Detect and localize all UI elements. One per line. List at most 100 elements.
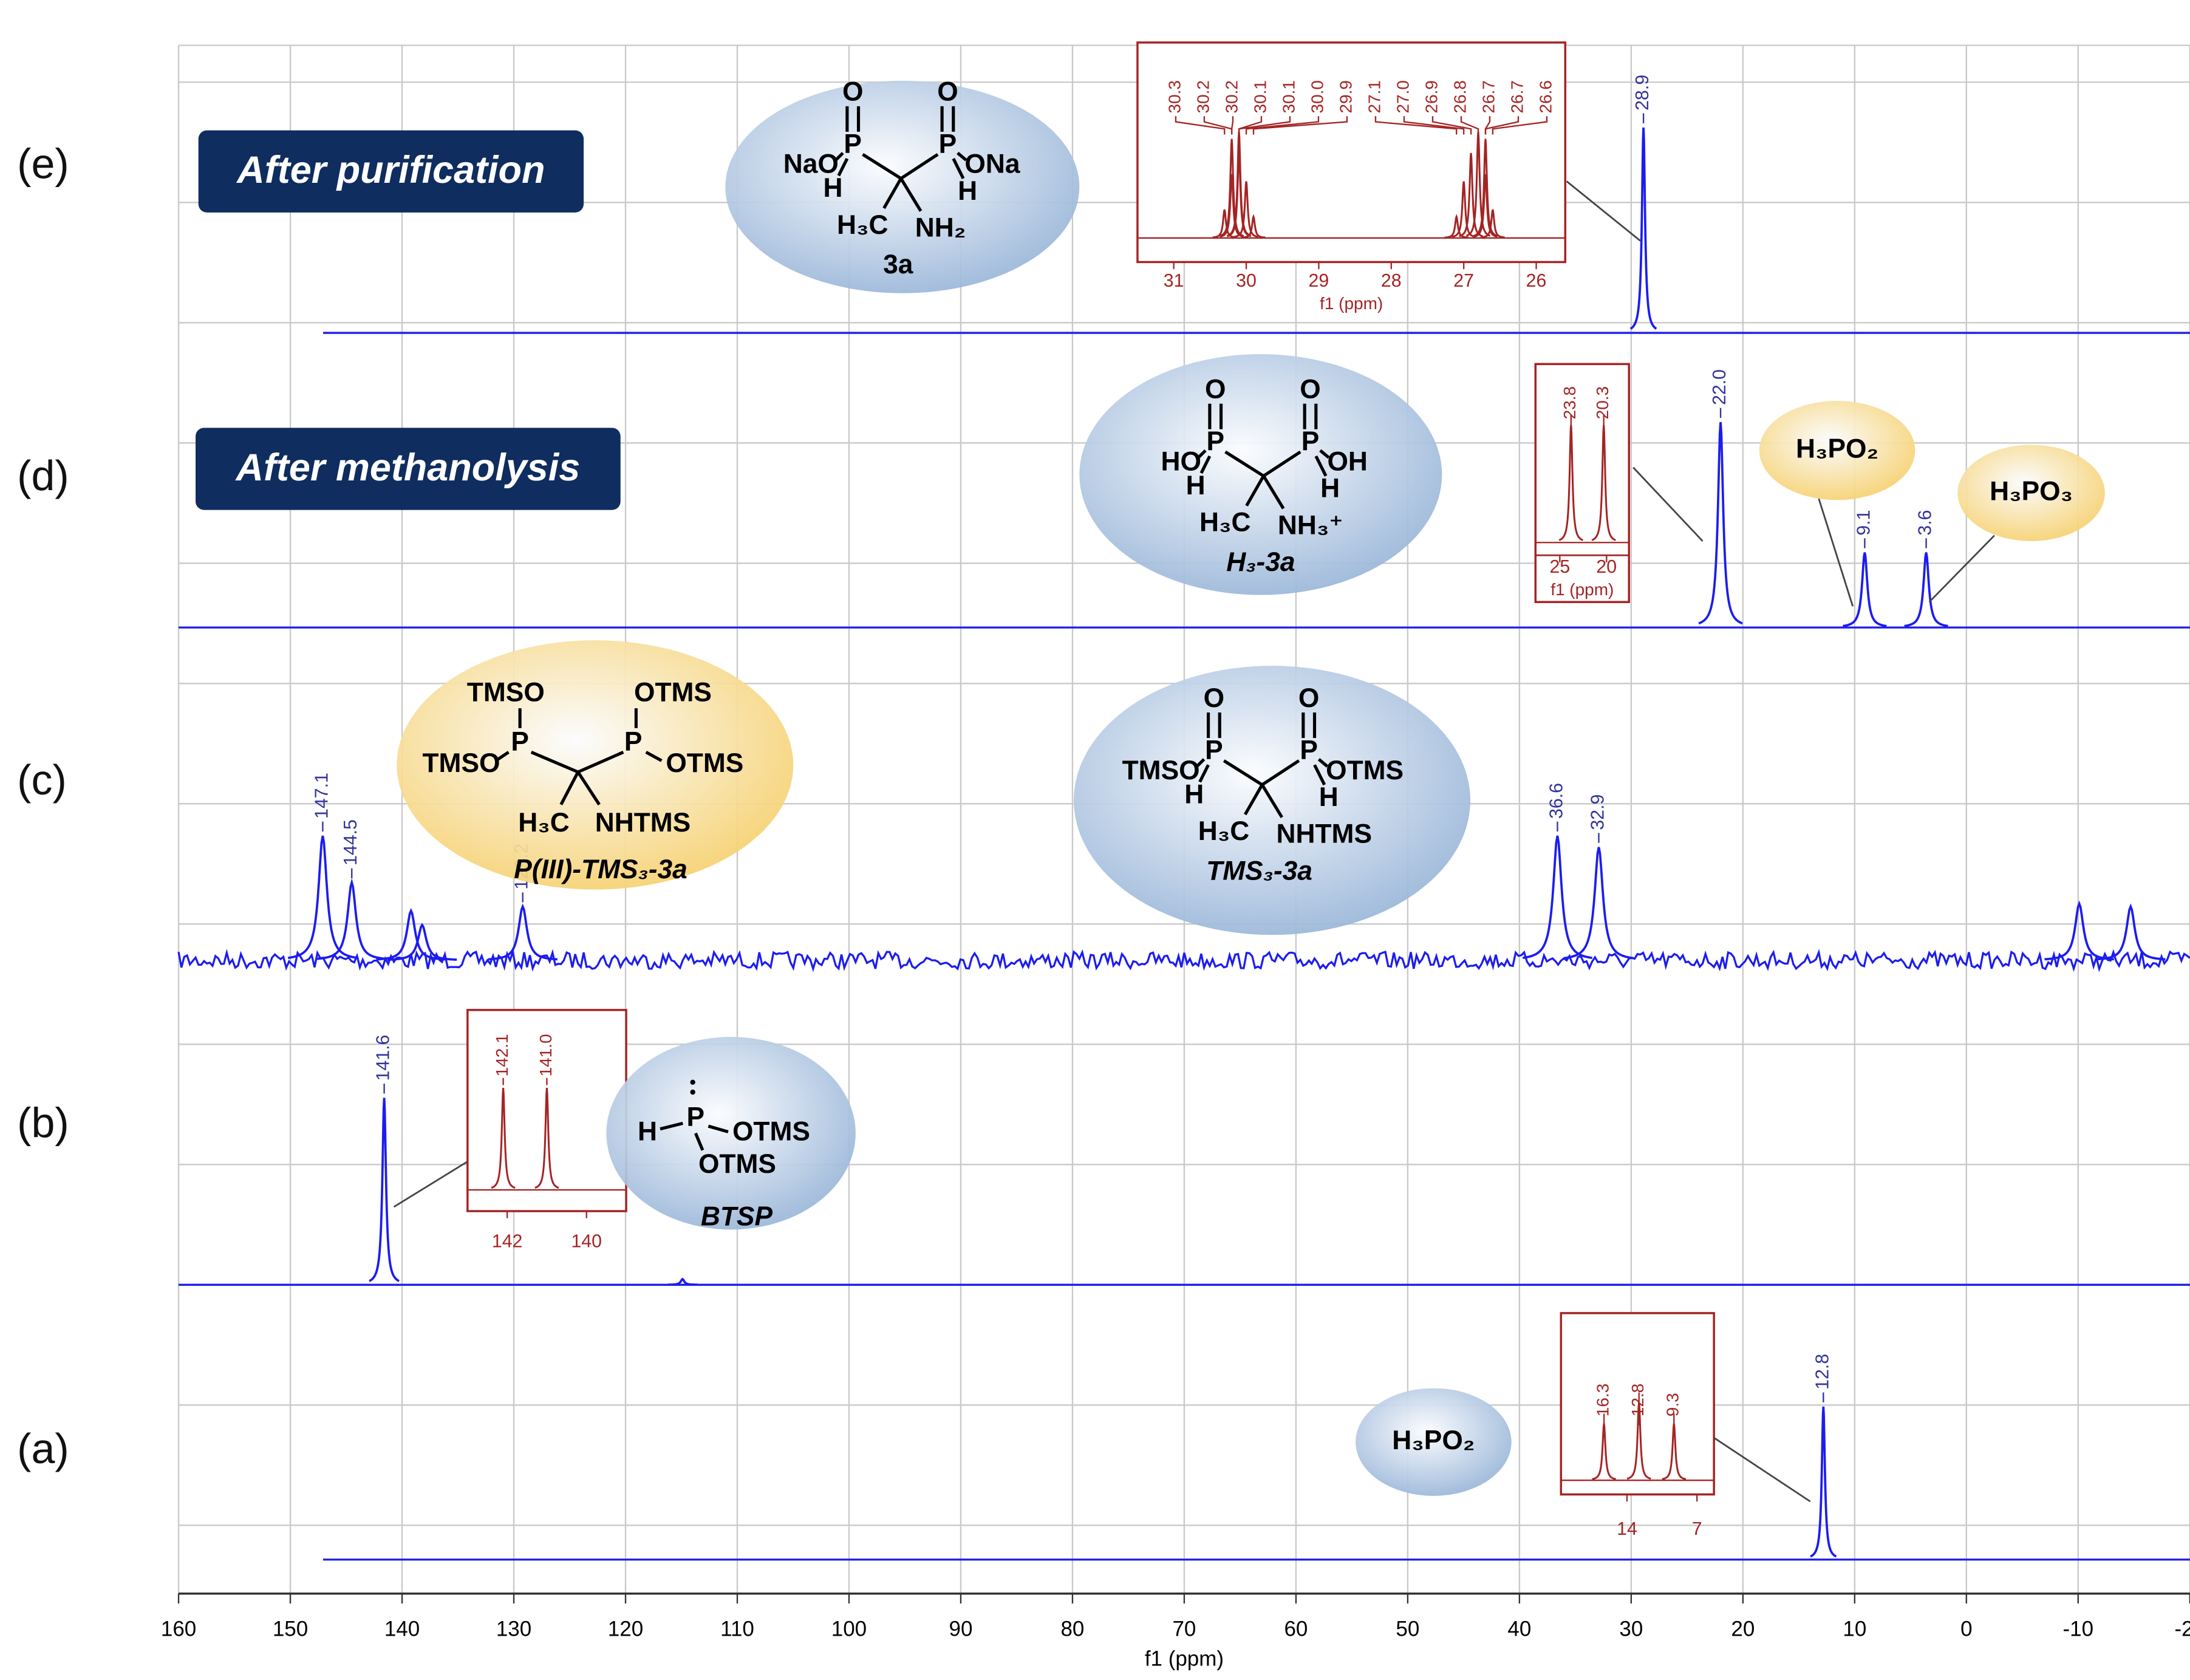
compound-name: 3a — [883, 250, 913, 279]
inset-frame — [1534, 363, 1630, 603]
inset-peak-label: 27.1 — [1365, 80, 1383, 113]
inset-tick-label: 29 — [1309, 271, 1329, 291]
peak — [1904, 552, 1948, 627]
inset-peak-leader — [1431, 116, 1472, 135]
bond — [1313, 764, 1326, 786]
inset-tick-label: 31 — [1164, 271, 1184, 291]
inset-peak-label: 30.1 — [1279, 80, 1298, 113]
atom-label: P — [624, 727, 643, 757]
inset-peak-label: 30.1 — [1250, 80, 1269, 113]
x-tick-label: 60 — [1284, 1617, 1308, 1641]
atom-label: H — [1319, 782, 1339, 812]
bond — [899, 177, 923, 212]
peak — [1698, 422, 1743, 625]
atom-label: H₃PO₃ — [1990, 476, 2073, 506]
inset-frame — [1560, 1312, 1715, 1496]
x-tick-label: 80 — [1060, 1617, 1084, 1641]
inset-tick-label: 20 — [1596, 557, 1617, 577]
inset-peak-leader — [1230, 116, 1234, 135]
peak — [316, 878, 387, 960]
baseline — [177, 948, 2190, 972]
x-tick-label: 150 — [273, 1617, 308, 1641]
panel-label: (d) — [17, 452, 69, 499]
atom-label: H₃PO₂ — [1392, 1426, 1475, 1455]
bond — [577, 751, 624, 774]
x-tick-label: 30 — [1619, 1617, 1643, 1641]
atom-label: P — [687, 1102, 705, 1132]
inset-tick-label: 28 — [1381, 271, 1402, 291]
bond — [952, 158, 965, 180]
x-tick-label: -10 — [2063, 1617, 2094, 1641]
atom-label: NH₃⁺ — [1278, 510, 1343, 540]
panel-label: (a) — [17, 1425, 69, 1472]
bond — [1196, 758, 1206, 768]
structure-background — [1759, 401, 1915, 500]
peak-label: 12.8 — [1812, 1354, 1832, 1390]
inset-peak-label: 26.7 — [1507, 80, 1526, 113]
compound-name: TMS₃-3a — [1206, 856, 1312, 886]
structure-background — [1356, 1388, 1512, 1496]
bond — [1223, 759, 1263, 787]
atom-label: OTMS — [666, 748, 743, 778]
x-tick-label: 50 — [1396, 1617, 1419, 1641]
inset-peak — [1444, 214, 1469, 239]
inset-peak-label: 30.0 — [1308, 80, 1326, 113]
structure-background — [1957, 445, 2105, 541]
atom-label: P — [1301, 427, 1320, 457]
leader-line — [1632, 466, 1704, 542]
atom-label: O — [842, 77, 863, 107]
atom-label: O — [1204, 683, 1224, 713]
bond — [576, 771, 601, 806]
inset-peak — [1451, 181, 1476, 238]
inset-peak — [1481, 209, 1505, 239]
bond — [1198, 764, 1210, 783]
inset-peak-leader — [1492, 116, 1548, 135]
atom-label: NHTMS — [595, 808, 691, 838]
inset-peak-label: 9.3 — [1663, 1393, 1682, 1416]
bond — [559, 771, 580, 805]
bond — [660, 1121, 683, 1131]
atom-label: H₃C — [837, 210, 888, 240]
atom-label: P — [1205, 736, 1223, 765]
inset-peak-leader — [1175, 116, 1226, 135]
panel-label: (e) — [17, 140, 69, 188]
bond — [1263, 450, 1301, 477]
inset-axis-label: f1 (ppm) — [1550, 580, 1614, 599]
banner — [198, 130, 584, 213]
atom-label: O — [1300, 374, 1320, 404]
peak-label: 36.6 — [1546, 783, 1566, 819]
peak-label: 3.6 — [1915, 510, 1936, 535]
atom-label: H — [1186, 471, 1206, 500]
peak-label: 22.0 — [1710, 369, 1730, 405]
x-tick-label: 160 — [161, 1617, 196, 1641]
inset-peak — [1212, 209, 1237, 239]
banner — [196, 428, 621, 510]
atom-label: H₃PO₂ — [1796, 434, 1878, 463]
inset-peak — [1473, 174, 1498, 238]
atom-label: OTMS — [634, 677, 712, 707]
peak — [369, 1098, 400, 1282]
inset-tick-label: 142 — [492, 1231, 523, 1251]
compound-name: H₃-3a — [1226, 547, 1295, 577]
leader-line — [1566, 180, 1641, 242]
inset-tick-label: 7 — [1692, 1519, 1702, 1539]
inset-peak-label: 26.6 — [1536, 80, 1555, 113]
leader-line — [1713, 1437, 1811, 1503]
atom-label: H₃C — [1198, 816, 1249, 846]
inset-peak-label: 142.1 — [493, 1034, 511, 1076]
lone-pair — [690, 1079, 695, 1085]
bond — [530, 751, 579, 774]
inset-peak-label: 30.2 — [1222, 80, 1241, 113]
inset-peak-label: 29.9 — [1336, 80, 1355, 113]
peak — [376, 907, 446, 961]
bond — [834, 152, 844, 162]
atom-label: TMSO — [1122, 756, 1200, 785]
compound-name: BTSP — [701, 1201, 773, 1231]
atom-label: ONa — [964, 149, 1020, 179]
inset-tick-label: 27 — [1453, 271, 1474, 291]
atom-label: H₃C — [518, 808, 569, 838]
peak — [667, 1277, 698, 1286]
x-tick-label: 0 — [1960, 1617, 1972, 1641]
atom-label: P — [844, 129, 862, 159]
atom-label: O — [1205, 374, 1226, 404]
